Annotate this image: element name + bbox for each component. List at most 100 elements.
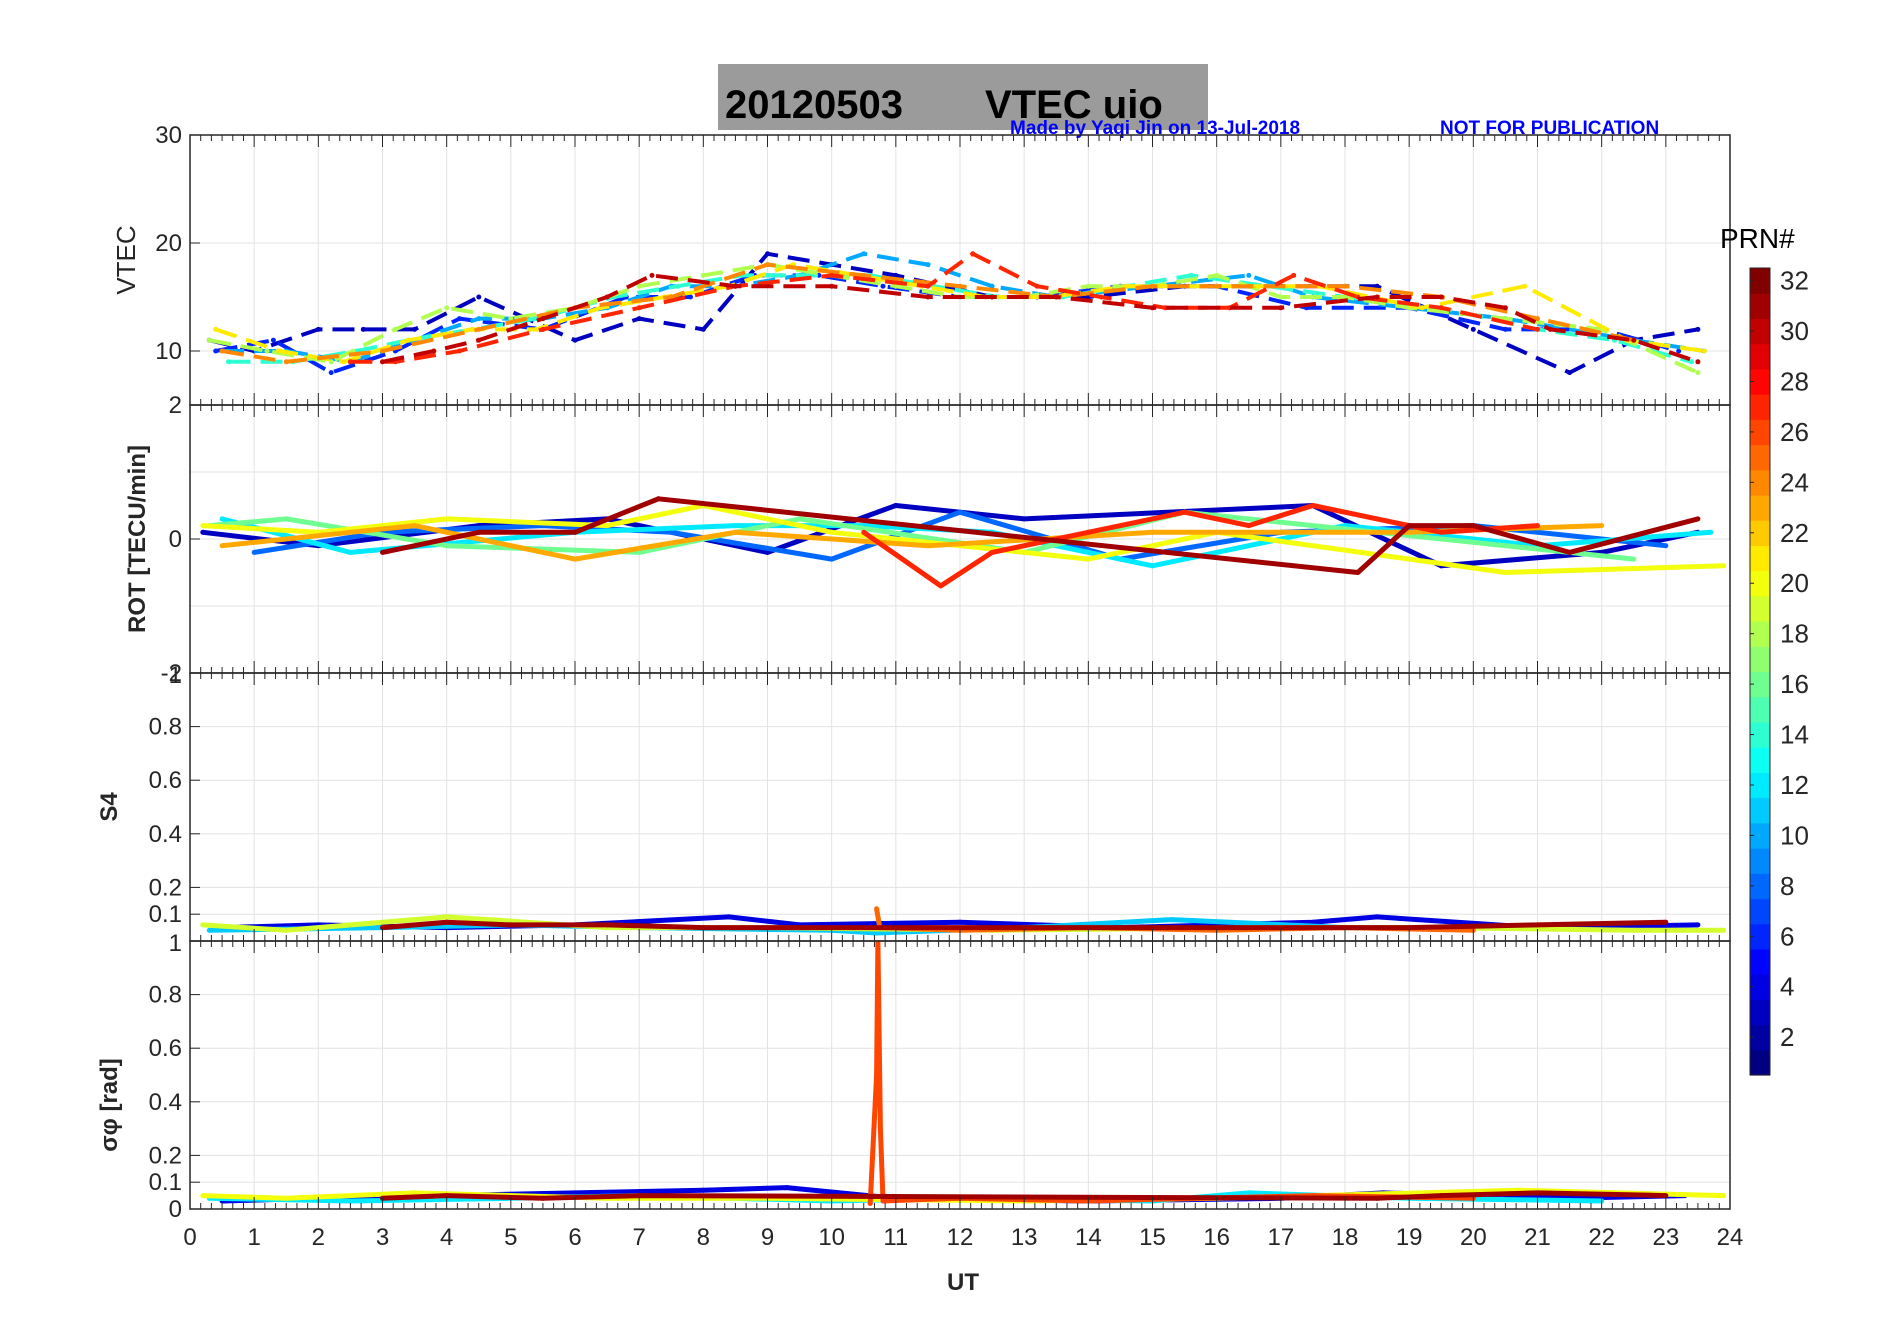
data-point <box>1695 516 1701 522</box>
colorbar-swatch <box>1750 999 1770 1026</box>
data-point <box>957 283 963 289</box>
data-point <box>1085 294 1091 300</box>
data-point <box>726 914 732 920</box>
colorbar-swatch <box>1750 545 1770 572</box>
data-point <box>347 359 353 365</box>
data-point <box>655 496 661 502</box>
data-point <box>1695 370 1701 376</box>
data-point <box>636 305 642 311</box>
data-point <box>264 348 270 354</box>
x-tick-label: 7 <box>632 1224 645 1251</box>
data-point <box>444 543 450 549</box>
colorbar-tick-label: 28 <box>1780 366 1809 396</box>
title-date: 20120503 <box>725 83 903 127</box>
data-point <box>444 914 450 920</box>
y-tick-label: 0.6 <box>149 767 182 794</box>
data-point <box>1342 294 1348 300</box>
series-prn-31 <box>382 919 1666 931</box>
data-point <box>1150 305 1155 311</box>
data-point <box>1053 294 1059 300</box>
data-point <box>1631 556 1637 562</box>
data-point <box>829 556 835 562</box>
y-tick-label: 10 <box>155 338 182 365</box>
data-point <box>380 348 385 354</box>
data-point <box>1721 1193 1727 1199</box>
colorbar-swatch <box>1750 570 1770 597</box>
data-point <box>700 272 706 278</box>
x-tick-label: 10 <box>818 1224 845 1251</box>
series-group <box>206 251 1707 376</box>
data-point <box>874 930 880 936</box>
colorbar-swatch <box>1750 772 1770 799</box>
data-point <box>251 549 257 555</box>
data-point <box>1182 509 1188 515</box>
data-point <box>1355 570 1361 575</box>
data-point <box>1547 326 1553 332</box>
data-point <box>534 326 539 332</box>
data-point <box>861 251 867 257</box>
data-point <box>989 283 995 289</box>
data-point <box>1535 1190 1540 1196</box>
data-point <box>636 283 642 289</box>
data-point <box>431 348 437 354</box>
data-point <box>380 359 385 365</box>
data-point <box>1291 272 1297 278</box>
data-point <box>604 523 610 529</box>
data-point <box>1374 1195 1380 1201</box>
data-point <box>732 523 738 529</box>
data-point <box>829 283 835 289</box>
data-point <box>784 1185 790 1191</box>
y-tick-label: 0.4 <box>149 1089 182 1116</box>
colorbar-swatch <box>1750 923 1770 950</box>
x-tick-label: 17 <box>1267 1224 1294 1251</box>
data-point <box>765 251 770 257</box>
data-point <box>1021 516 1027 522</box>
x-tick-label: 4 <box>440 1224 453 1251</box>
data-point <box>765 549 770 555</box>
y-tick-label: 0.2 <box>149 1142 182 1169</box>
y-tick-label: 0 <box>169 526 182 553</box>
x-tick-label: 5 <box>504 1224 517 1251</box>
data-point <box>1522 283 1528 289</box>
data-point <box>200 1193 206 1199</box>
data-point <box>1721 927 1727 933</box>
data-point <box>283 359 289 365</box>
colorbar-swatch <box>1750 898 1770 925</box>
colorbar-tick-label: 30 <box>1780 316 1809 346</box>
x-tick-label: 15 <box>1139 1224 1166 1251</box>
data-point <box>219 516 225 522</box>
colorbar-swatch <box>1750 797 1770 824</box>
data-point <box>1034 283 1040 289</box>
colorbar-swatch <box>1750 696 1770 723</box>
data-point <box>1214 272 1220 278</box>
colorbar-swatch <box>1750 343 1770 370</box>
data-point <box>688 294 693 300</box>
data-point <box>1502 316 1508 322</box>
x-tick-label: 6 <box>568 1224 581 1251</box>
data-point <box>1098 294 1104 300</box>
data-point <box>1310 919 1316 925</box>
data-point <box>444 516 450 522</box>
data-point <box>1631 337 1637 343</box>
data-point <box>675 283 681 289</box>
data-point <box>925 543 931 549</box>
data-point <box>328 370 334 376</box>
data-point <box>405 337 411 343</box>
data-point <box>1438 305 1444 311</box>
data-point <box>457 316 462 322</box>
data-point <box>1695 922 1701 928</box>
data-point <box>1535 316 1540 322</box>
data-point <box>444 919 450 925</box>
title-label: VTEC uio <box>985 83 1163 127</box>
colorbar-tick-label: 22 <box>1780 518 1809 548</box>
y-tick-label: 1 <box>169 930 182 957</box>
data-point <box>347 549 353 555</box>
x-tick-label: 21 <box>1524 1224 1551 1251</box>
data-point <box>392 326 398 332</box>
data-point <box>508 316 514 322</box>
data-point <box>829 529 835 535</box>
data-point <box>1438 529 1444 535</box>
data-point <box>1342 283 1348 289</box>
data-point <box>1721 563 1727 569</box>
